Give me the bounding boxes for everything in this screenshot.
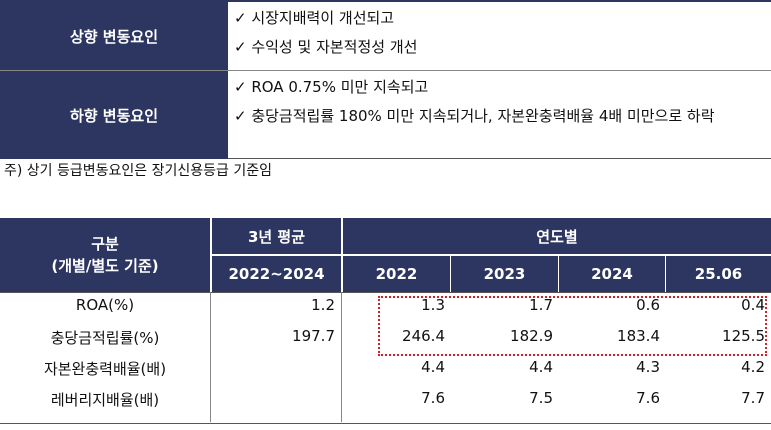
table-line xyxy=(341,292,342,422)
header-text: (개별/별도 기준) xyxy=(51,257,159,275)
year-value: 4.2 xyxy=(741,358,765,376)
header-cell: 2022~2024 xyxy=(212,256,341,292)
header-cell: 3년 평균 xyxy=(212,218,341,254)
avg-value: 197.7 xyxy=(292,327,335,345)
year-value: 125.5 xyxy=(722,327,765,345)
row-label: 레버리지배율(배) xyxy=(50,391,160,409)
header-cell: 2023 xyxy=(451,256,558,292)
factor-item: ✓ 충당금적립률 180% 미만 지속되거나, 자본완충력배율 4배 미만으로 … xyxy=(234,107,715,125)
header-cell: 2022 xyxy=(343,256,450,292)
avg-value: 1.2 xyxy=(311,296,335,314)
year-value: 7.6 xyxy=(636,389,660,407)
note: 주) 상기 등급변동요인은 장기신용등급 기준임 xyxy=(4,163,272,179)
highlight-box xyxy=(378,296,767,356)
header-cell: 연도별 xyxy=(343,218,771,254)
year-value: 4.4 xyxy=(529,358,553,376)
row-label: 충당금적립률(%) xyxy=(50,329,160,347)
table-line xyxy=(210,292,211,422)
header-cell: 25.06 xyxy=(666,256,771,292)
table-line xyxy=(0,423,771,424)
factor-label: 하향 변동요인 xyxy=(0,71,228,159)
year-value: 246.4 xyxy=(402,327,445,345)
factor-item: ✓ 시장지배력이 개선되고 xyxy=(234,9,395,27)
year-value: 183.4 xyxy=(617,327,660,345)
table-line xyxy=(0,292,771,293)
year-value: 7.7 xyxy=(741,389,765,407)
header-text: 구분 xyxy=(91,235,119,253)
year-value: 7.6 xyxy=(421,389,445,407)
year-value: 4.3 xyxy=(636,358,660,376)
header-cell: 구분 (개별/별도 기준) xyxy=(0,218,210,292)
factor-table xyxy=(0,0,771,159)
year-value: 1.3 xyxy=(421,296,445,314)
header-cell: 2024 xyxy=(559,256,665,292)
year-value: 0.4 xyxy=(741,296,765,314)
divider xyxy=(0,70,771,71)
year-value: 4.4 xyxy=(421,358,445,376)
row-label: 자본완충력배율(배) xyxy=(43,360,167,378)
row-label: ROA(%) xyxy=(75,296,135,314)
year-value: 1.7 xyxy=(529,296,553,314)
year-value: 182.9 xyxy=(510,327,553,345)
factor-item: ✓ 수익성 및 자본적정성 개선 xyxy=(234,38,418,56)
factor-item: ✓ ROA 0.75% 미만 지속되고 xyxy=(234,78,429,96)
factor-label: 상향 변동요인 xyxy=(0,2,228,70)
year-value: 7.5 xyxy=(529,389,553,407)
year-value: 0.6 xyxy=(636,296,660,314)
